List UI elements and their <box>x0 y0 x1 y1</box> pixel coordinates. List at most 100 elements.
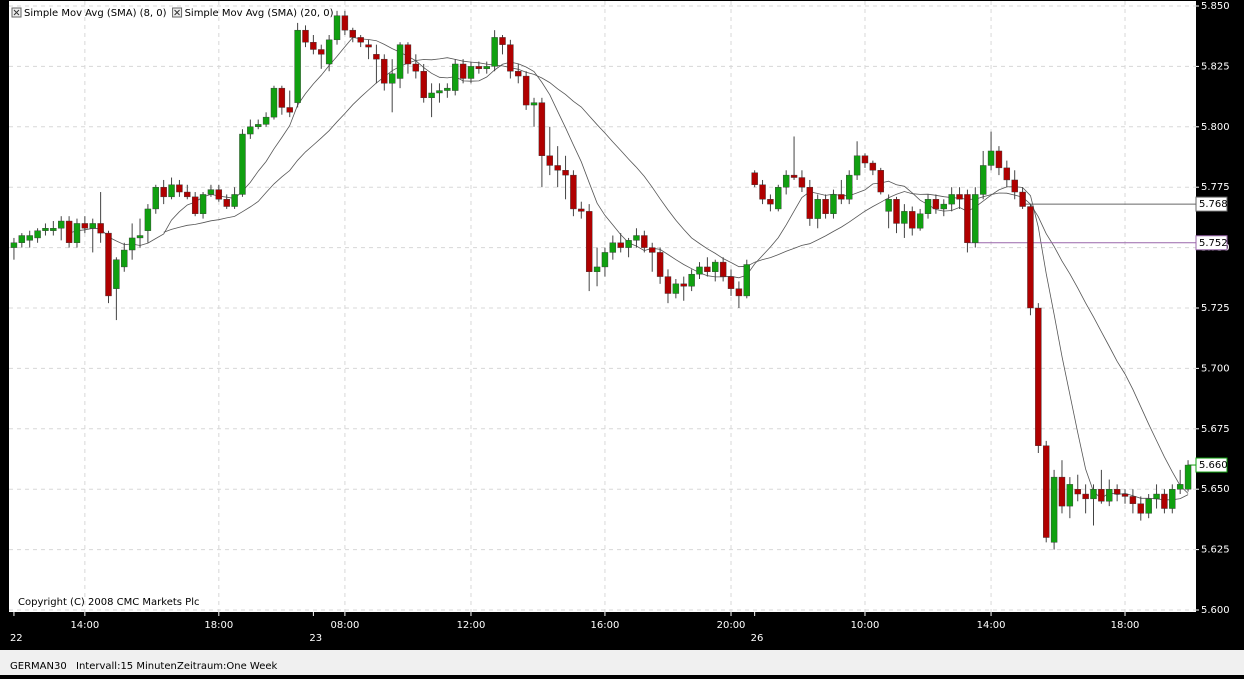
candle-body <box>325 39 333 65</box>
candle-body <box>381 58 388 84</box>
y-tick-label: 5.675 <box>1201 424 1230 435</box>
candle-body <box>42 228 49 231</box>
candle-body <box>995 150 1003 169</box>
candle-body <box>73 223 81 243</box>
candle-body <box>1176 484 1184 490</box>
candle-body <box>617 242 624 248</box>
candle-body <box>396 44 404 79</box>
y-tick-label: 5.700 <box>1201 363 1230 374</box>
candle-body <box>1082 493 1089 500</box>
candle-body <box>759 184 766 200</box>
candle-body <box>593 266 601 272</box>
y-tick-label: 5.625 <box>1201 545 1230 556</box>
candle-body <box>191 196 199 214</box>
candle-body <box>814 199 821 219</box>
candle-body <box>1184 464 1192 490</box>
candle-body <box>152 186 159 210</box>
candle-body <box>893 199 900 224</box>
candle-body <box>609 242 617 253</box>
candle-body <box>310 42 317 50</box>
plot-area <box>9 1 1196 612</box>
candle-body <box>641 235 648 248</box>
candle-body <box>1098 489 1105 502</box>
candle-body <box>105 232 112 297</box>
candle-body <box>404 44 412 65</box>
x-tick-label: 10:00 <box>851 620 880 631</box>
candle-body <box>712 261 719 272</box>
candle-body <box>562 170 569 176</box>
candle-body <box>286 107 293 113</box>
candle-body <box>649 247 656 253</box>
candle-body <box>790 174 798 178</box>
candle-body <box>184 191 191 198</box>
interval: Intervall:15 Minuten <box>76 661 177 672</box>
candle-body <box>207 189 215 195</box>
sma-line <box>163 57 1189 494</box>
candle-body <box>278 87 286 108</box>
candle-body <box>365 44 372 48</box>
x-tick-label: 23 <box>309 633 322 644</box>
candle-body <box>522 75 530 106</box>
candle-body <box>333 15 341 41</box>
candle-body <box>58 220 65 229</box>
candle-body <box>113 259 120 289</box>
candle-body <box>538 102 546 156</box>
candle-body <box>782 174 790 188</box>
candle-body <box>656 252 664 277</box>
x-tick-label: 20:00 <box>717 620 746 631</box>
candle-body <box>1161 493 1168 509</box>
candle-body <box>144 208 152 231</box>
candle-body <box>499 37 506 45</box>
candle-body <box>81 223 89 229</box>
candle-body <box>1003 167 1011 181</box>
candle-body <box>932 199 940 210</box>
candle-body <box>199 194 207 214</box>
y-tick-label: 5.825 <box>1201 61 1230 72</box>
candle-body <box>916 213 924 229</box>
x-tick-label: 12:00 <box>457 620 486 631</box>
candle-body <box>160 186 167 198</box>
candle-body <box>1113 489 1121 495</box>
candle-body <box>554 165 561 171</box>
candle-body <box>767 199 774 205</box>
candle-body <box>1027 206 1034 309</box>
candle-body <box>987 150 995 166</box>
candle-body <box>420 71 427 99</box>
candle-body <box>26 235 33 241</box>
candle-body <box>65 220 73 243</box>
candle-body <box>357 37 364 43</box>
y-tick-label: 5.800 <box>1201 122 1230 133</box>
candle-body <box>775 186 782 210</box>
candle-body <box>215 189 223 200</box>
candle-body <box>412 63 420 72</box>
candle-body <box>735 288 743 297</box>
candle-body <box>546 155 553 166</box>
candle-body <box>483 66 490 70</box>
x-tick-label: 14:00 <box>977 620 1006 631</box>
y-tick-label: 5.850 <box>1201 1 1230 12</box>
price-tag: 5.768 <box>1199 199 1228 210</box>
candle-body <box>948 194 955 205</box>
legend-check <box>174 9 180 16</box>
period: Zeitraum:One Week <box>177 661 278 672</box>
x-tick-label: 14:00 <box>70 620 99 631</box>
candle-body <box>1043 445 1050 538</box>
x-tick-label: 08:00 <box>330 620 359 631</box>
candle-body <box>1011 179 1018 193</box>
candle-body <box>830 194 837 214</box>
candle-body <box>459 63 467 79</box>
candle-body <box>373 54 380 60</box>
candle-body <box>861 155 869 164</box>
candle-body <box>530 102 538 106</box>
candle-body <box>176 184 183 193</box>
candle-body <box>341 15 349 31</box>
candle-body <box>680 283 687 287</box>
candle-body <box>570 174 577 210</box>
x-tick-label: 16:00 <box>591 620 620 631</box>
candle-body <box>507 44 514 72</box>
candle-body <box>672 283 680 294</box>
candle-body <box>972 194 979 243</box>
candle-body <box>578 208 585 212</box>
candle-body <box>231 194 238 207</box>
candle-body <box>1121 493 1129 497</box>
